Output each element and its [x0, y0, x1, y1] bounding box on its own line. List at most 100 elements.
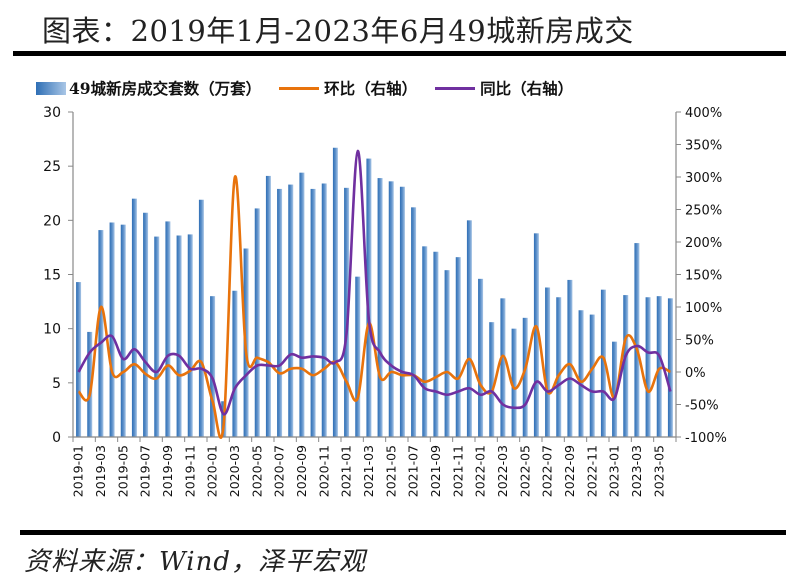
x-tick-label: 2023-03 [629, 445, 644, 497]
x-tick-label: 2020-05 [249, 445, 264, 497]
bar [656, 296, 662, 437]
bar [176, 235, 182, 437]
legend-label-yoy: 同比（右轴） [480, 79, 574, 98]
bar [478, 278, 484, 437]
y-tick-label-left: 15 [43, 268, 61, 284]
bar [444, 270, 450, 437]
bar [522, 317, 528, 437]
bar [109, 222, 115, 437]
x-tick-label: 2021-11 [450, 445, 465, 497]
bar [667, 298, 673, 437]
y-tick-label-right: 50% [685, 334, 714, 349]
bar [165, 221, 171, 437]
x-tick-label: 2019-05 [115, 445, 130, 497]
bar [556, 297, 562, 437]
x-tick-label: 2023-01 [607, 445, 622, 497]
bar [344, 187, 350, 437]
bar [377, 178, 383, 438]
bar [388, 181, 394, 437]
bar [600, 289, 606, 437]
mom-line [77, 175, 671, 439]
chart-plot: 0 5 10 15 20 25 30 -100% -50% 0% 50% 100% 150% 200% 25… [43, 105, 727, 497]
bar [645, 297, 651, 437]
bar [545, 287, 551, 437]
x-tick-label: 2022-03 [495, 445, 510, 497]
x-tick-label: 2019-03 [93, 445, 108, 497]
x-tick-label: 2019-11 [182, 445, 197, 497]
bar [87, 331, 93, 437]
title-divider [13, 51, 786, 56]
bar [422, 246, 428, 437]
y-tick-label-left: 30 [43, 105, 61, 121]
bar [299, 172, 305, 437]
y-tick-label-right: -100% [685, 431, 727, 446]
bar [634, 243, 640, 437]
y-tick-label-left: 5 [52, 376, 61, 392]
x-tick-label: 2020-09 [294, 445, 309, 497]
bar [210, 296, 216, 437]
x-tick-label: 2020-01 [205, 445, 220, 497]
y-tick-label-right: -50% [685, 399, 719, 414]
legend-label-bar: 49城新房成交套数（万套） [69, 79, 262, 98]
footer-divider [20, 530, 786, 535]
bar [254, 208, 260, 437]
legend-swatch-mom [279, 86, 320, 90]
legend-swatch-yoy [435, 86, 476, 90]
y-tick-label-right: 300% [685, 171, 722, 186]
y-tick-label-right: 100% [685, 301, 722, 316]
x-tick-label: 2019-01 [71, 445, 86, 497]
y-tick-label-right: 0% [685, 366, 706, 381]
legend-label-mom: 环比（右轴） [324, 79, 418, 98]
legend-item-yoy: 同比（右轴） [435, 77, 573, 99]
bar [589, 314, 595, 437]
bar [511, 328, 517, 437]
bar [332, 147, 338, 437]
y-tick-label-left: 10 [43, 322, 61, 338]
y-tick-label-right: 350% [685, 139, 722, 154]
bar [399, 186, 405, 437]
x-tick-label: 2020-03 [227, 445, 242, 497]
x-tick-label: 2019-07 [138, 445, 153, 497]
y-tick-label-left: 20 [43, 213, 61, 229]
x-tick-label: 2022-09 [562, 445, 577, 497]
bar [355, 276, 361, 437]
bar [187, 234, 193, 437]
legend-item-bar: 49城新房成交套数（万套） [36, 77, 261, 99]
bar [232, 290, 238, 437]
y-tick-label-left: 25 [43, 159, 61, 175]
x-tick-label: 2021-03 [361, 445, 376, 497]
x-tick-label: 2021-09 [428, 445, 443, 497]
bar [433, 251, 439, 437]
bar [623, 295, 629, 437]
x-tick-label: 2020-11 [316, 445, 331, 497]
x-tick-label: 2022-05 [517, 445, 532, 497]
bar [154, 236, 160, 437]
x-tick-label: 2019-09 [160, 445, 175, 497]
bar [466, 220, 472, 437]
x-tick-label: 2022-01 [473, 445, 488, 497]
x-tick-label: 2023-05 [651, 445, 666, 497]
bar [612, 341, 618, 437]
bar [310, 188, 316, 437]
source-note: 资料来源：Wind，泽平宏观 [24, 547, 366, 577]
bar [578, 310, 584, 437]
bar [500, 298, 506, 437]
bar [288, 184, 294, 437]
bar [321, 183, 327, 437]
y-tick-label-right: 250% [685, 204, 722, 219]
x-tick-label: 2022-07 [540, 445, 555, 497]
legend: 49城新房成交套数（万套） 环比（右轴） 同比（右轴） [36, 77, 591, 99]
x-tick-label: 2022-11 [584, 445, 599, 497]
bar [277, 188, 283, 437]
bar [489, 322, 495, 437]
bar [98, 230, 104, 437]
y-tick-label-right: 400% [685, 106, 722, 121]
bar [76, 282, 82, 437]
bar [131, 198, 137, 437]
bar [120, 224, 126, 437]
x-tick-label: 2020-07 [272, 445, 287, 497]
chart-title: 图表：2019年1月-2023年6月49城新房成交 [42, 14, 634, 48]
bar [198, 199, 204, 437]
legend-item-mom: 环比（右轴） [279, 77, 417, 99]
bar [366, 158, 372, 438]
